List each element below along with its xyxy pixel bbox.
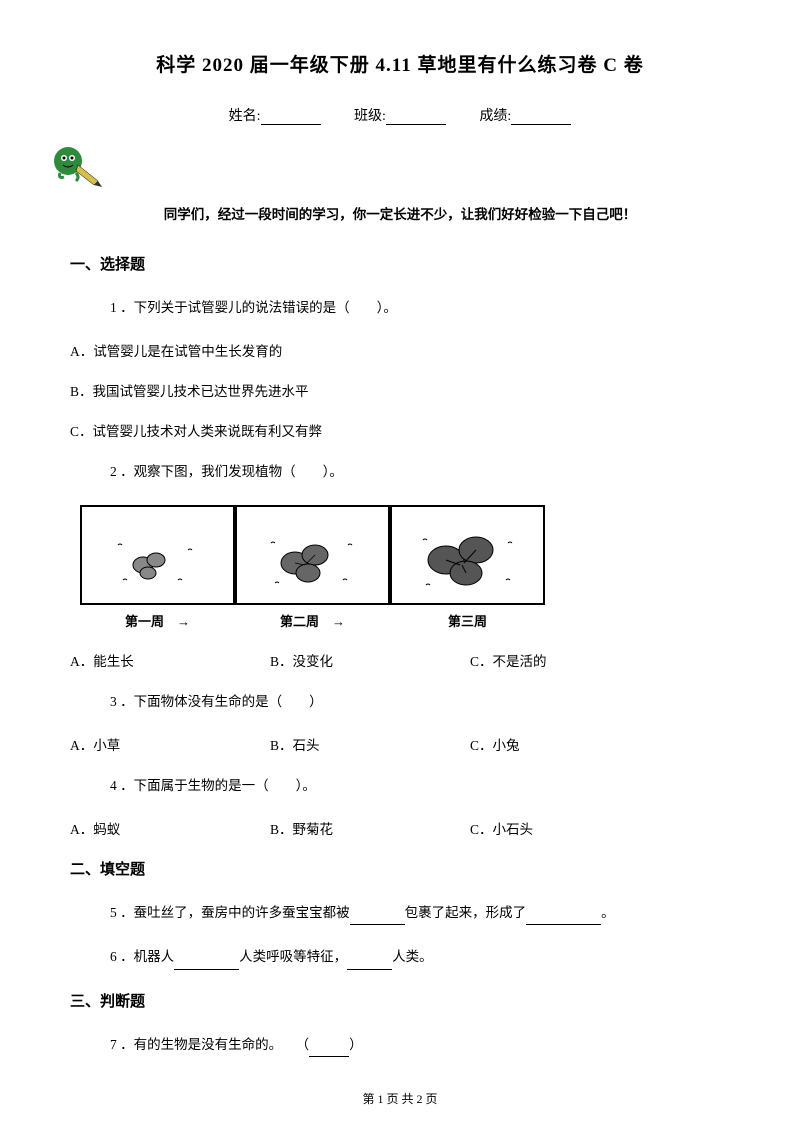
q2-text: 2 ．观察下图，我们发现植物（ ）。 [110, 460, 730, 484]
q6-end: 人类。 [392, 949, 433, 964]
q1-opt-b: B．我国试管婴儿技术已达世界先进水平 [70, 380, 730, 400]
q4-opt-b: B．野菊花 [270, 818, 470, 838]
name-blank[interactable] [261, 111, 321, 125]
q6-blank1[interactable] [174, 956, 239, 970]
page-footer: 第 1 页 共 2 页 [0, 1090, 800, 1107]
q4-options: A．蚂蚁 B．野菊花 C．小石头 [70, 818, 730, 838]
q3-opt-b: B．石头 [270, 734, 470, 754]
page-title: 科学 2020 届一年级下册 4.11 草地里有什么练习卷 C 卷 [70, 50, 730, 77]
intro-text: 同学们，经过一段时间的学习，你一定长进不少，让我们好好检验一下自己吧！ [70, 203, 730, 223]
q2-opt-a: A．能生长 [70, 650, 270, 670]
q3-opt-a: A．小草 [70, 734, 270, 754]
q5: 5 ．蚕吐丝了，蚕房中的许多蚕宝宝都被 包裹了起来，形成了 。 [110, 901, 730, 925]
section-2-header: 二、填空题 [70, 858, 730, 879]
q7-end: ） [349, 1037, 363, 1052]
plant-week1-box [80, 505, 235, 605]
q6-mid: 人类呼吸等特征， [239, 949, 347, 964]
q4-opt-a: A．蚂蚁 [70, 818, 270, 838]
class-label: 班级: [354, 109, 386, 124]
name-label: 姓名: [229, 109, 261, 124]
q6-blank2[interactable] [347, 956, 392, 970]
q7-text: 7 ．有的生物是没有生命的。 （ [110, 1037, 309, 1052]
week2-label: 第二周 → [235, 611, 390, 630]
q6: 6 ．机器人 人类呼吸等特征， 人类。 [110, 945, 730, 969]
q2-opt-b: B．没变化 [270, 650, 470, 670]
q1-opt-c: C．试管婴儿技术对人类来说既有利又有弊 [70, 420, 730, 440]
score-blank[interactable] [511, 111, 571, 125]
q5-pre: 5 ．蚕吐丝了，蚕房中的许多蚕宝宝都被 [110, 905, 350, 920]
q4-text: 4 ．下面属于生物的是一（ ）。 [110, 774, 730, 798]
q5-end: 。 [601, 905, 615, 920]
q1-text: 1 ．下列关于试管婴儿的说法错误的是（ ）。 [110, 296, 730, 320]
q3-opt-c: C．小兔 [470, 734, 670, 754]
q2-opt-c: C．不是活的 [470, 650, 670, 670]
q7-blank[interactable] [309, 1043, 349, 1057]
week1-label: 第一周 → [80, 611, 235, 630]
q3-text: 3 ．下面物体没有生命的是（ ） [110, 690, 730, 714]
q7: 7 ．有的生物是没有生命的。 （ ） [110, 1033, 730, 1057]
week3-label: 第三周 [390, 611, 545, 630]
pencil-icon [50, 143, 110, 193]
q5-blank2[interactable] [526, 911, 601, 925]
plant-week2-box [235, 505, 390, 605]
plant-week3-box [390, 505, 545, 605]
q3-options: A．小草 B．石头 C．小兔 [70, 734, 730, 754]
q1-opt-a: A．试管婴儿是在试管中生长发育的 [70, 340, 730, 360]
section-1-header: 一、选择题 [70, 253, 730, 274]
plant-growth-figure: 第一周 → 第二周 → 第三周 [80, 505, 730, 630]
q5-blank1[interactable] [350, 911, 405, 925]
q5-mid: 包裹了起来，形成了 [405, 905, 527, 920]
score-label: 成绩: [479, 109, 511, 124]
section-3-header: 三、判断题 [70, 990, 730, 1011]
q2-options: A．能生长 B．没变化 C．不是活的 [70, 650, 730, 670]
q4-opt-c: C．小石头 [470, 818, 670, 838]
class-blank[interactable] [386, 111, 446, 125]
info-line: 姓名: 班级: 成绩: [70, 105, 730, 125]
q6-pre: 6 ．机器人 [110, 949, 174, 964]
